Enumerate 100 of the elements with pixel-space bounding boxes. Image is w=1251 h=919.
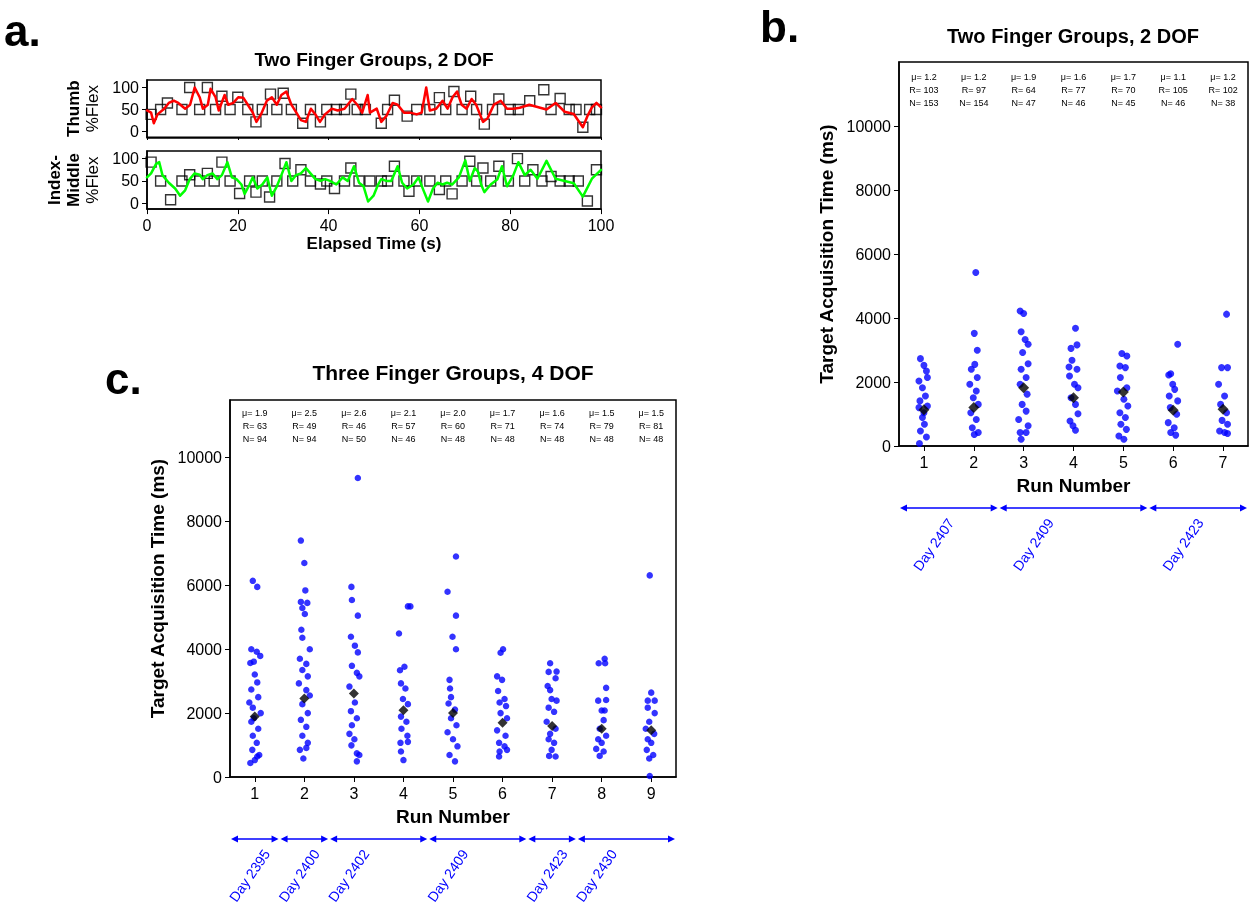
point [345, 88, 357, 100]
y-tick-label: 50 [121, 172, 140, 190]
x-tick-label: 60 [410, 216, 429, 234]
point [440, 175, 452, 187]
point [145, 156, 157, 168]
point [433, 183, 446, 196]
point [547, 720, 558, 731]
x-axis-title: Run Number [396, 806, 511, 827]
point [464, 155, 476, 167]
point [154, 175, 167, 187]
point [536, 175, 548, 187]
point [304, 103, 317, 116]
point [477, 162, 489, 174]
point [201, 167, 214, 180]
x-tick-label: 3 [349, 784, 359, 802]
x-tick-label: 100 [587, 216, 615, 234]
point [154, 103, 167, 116]
point [433, 91, 446, 104]
point [493, 160, 505, 172]
point [297, 117, 309, 129]
point [1117, 386, 1129, 398]
point [554, 175, 566, 187]
point [250, 186, 262, 198]
point [304, 175, 317, 187]
point [554, 92, 566, 105]
point [242, 103, 254, 116]
x-tick-label: 6 [1168, 453, 1178, 471]
annotation: μ= 2.0 R= 60 N= 48 [440, 407, 466, 444]
point [1167, 404, 1179, 416]
point [446, 188, 458, 200]
point [285, 103, 298, 116]
point [545, 103, 557, 116]
point [448, 85, 460, 98]
x-tick-label: 4 [1069, 453, 1079, 471]
point [216, 90, 228, 103]
y-axis-title: Target Acquisition Time (ms) [146, 458, 168, 719]
x-tick-label: 9 [646, 784, 656, 802]
point [250, 116, 262, 128]
point [176, 175, 188, 187]
point [314, 178, 327, 190]
point [570, 103, 582, 116]
point [388, 94, 401, 106]
annotation: μ= 1.6 R= 74 N= 48 [539, 407, 565, 444]
point [486, 103, 499, 116]
x-tick-label: 1 [919, 453, 929, 471]
y-axis-title: Target Acquisition Time (ms) [815, 124, 837, 384]
x-tick-label: 4 [398, 784, 408, 802]
point [646, 725, 657, 736]
x-axis-title: Run Number [1016, 475, 1132, 496]
point [256, 103, 269, 116]
annotation: μ= 1.9 R= 64 N= 47 [1010, 71, 1037, 108]
point [470, 103, 483, 116]
point [504, 103, 516, 116]
point [224, 103, 236, 116]
annotation: μ= 1.7 R= 71 N= 48 [489, 407, 516, 444]
x-tick-label: 1 [250, 784, 260, 802]
point [381, 175, 394, 187]
y-axis-title: Index- Middle %Flex [45, 153, 103, 207]
point [353, 175, 365, 187]
x-tick-label: 7 [547, 784, 557, 802]
point [183, 168, 196, 181]
y-tick-label: 50 [121, 101, 140, 119]
point [145, 108, 157, 121]
x-tick-label: 7 [1218, 453, 1228, 471]
y-tick-label: 10000 [177, 449, 223, 467]
point [348, 688, 359, 699]
point [577, 121, 589, 133]
point [299, 693, 310, 704]
point [581, 195, 594, 207]
point [440, 103, 452, 116]
point [493, 93, 505, 105]
x-tick-label: 6 [498, 784, 508, 802]
y-tick-label: 0 [130, 194, 140, 212]
x-tick-label: 0 [142, 216, 152, 234]
point [193, 175, 206, 187]
x-tick-label: 2 [969, 453, 979, 471]
point [1217, 403, 1229, 415]
point [502, 175, 515, 187]
point [519, 175, 531, 187]
x-tick-label: 5 [448, 784, 458, 802]
point [263, 191, 276, 203]
y-tick-label: 10000 [846, 117, 892, 135]
point [538, 84, 550, 96]
x-tick-label: 5 [1118, 453, 1128, 471]
y-tick-label: 100 [112, 150, 140, 168]
point [208, 175, 220, 187]
point [572, 175, 584, 187]
x-tick-label: 20 [228, 216, 247, 234]
point [527, 164, 539, 176]
point [201, 81, 214, 94]
point [511, 152, 524, 165]
annotation: μ= 1.5 R= 81 N= 48 [638, 407, 664, 444]
point [359, 103, 372, 116]
y-tick-label: 2000 [855, 373, 892, 391]
point [224, 175, 236, 187]
point [448, 708, 458, 719]
x-tick-label: 80 [501, 216, 520, 234]
annotation: μ= 1.9 R= 63 N= 94 [242, 407, 268, 444]
point [232, 91, 244, 103]
point [398, 705, 409, 716]
